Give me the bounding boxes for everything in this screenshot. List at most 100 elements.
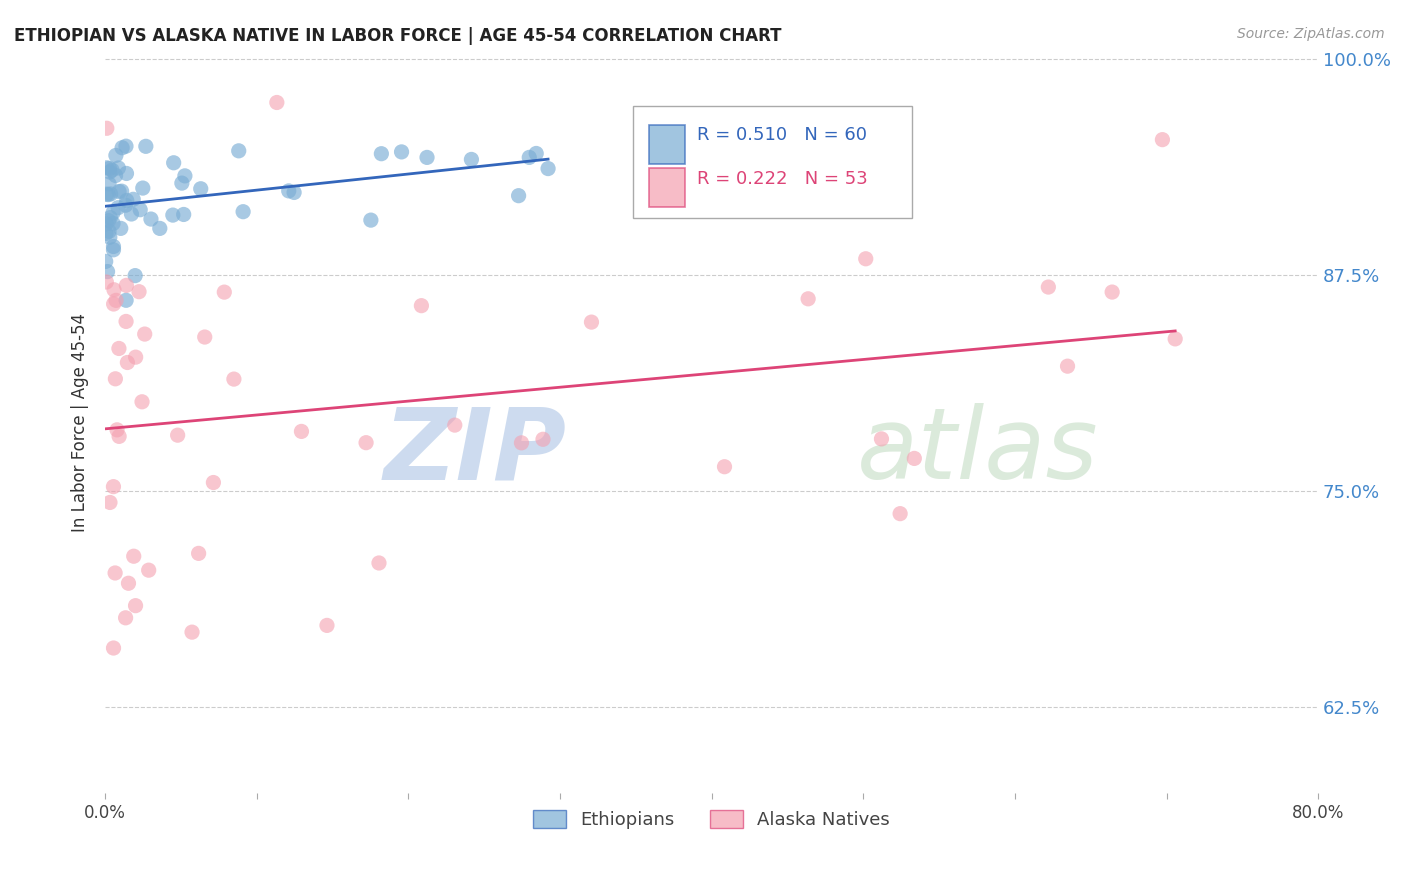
Point <box>187 546 209 560</box>
Point <box>713 459 735 474</box>
Point <box>97 213 120 227</box>
Point <box>135 139 157 153</box>
Point <box>870 432 893 446</box>
Point <box>101 216 124 230</box>
Point <box>94 254 117 268</box>
Point <box>124 268 146 283</box>
Point <box>115 278 138 293</box>
Point <box>115 194 138 208</box>
Point <box>855 252 877 266</box>
Point <box>214 285 236 299</box>
Point <box>181 625 204 640</box>
Point <box>107 201 129 215</box>
Point <box>416 150 439 164</box>
Point <box>222 372 245 386</box>
Point <box>96 264 118 278</box>
Point <box>149 221 172 235</box>
Point <box>228 144 250 158</box>
Point <box>517 150 540 164</box>
Point <box>132 181 155 195</box>
Point <box>290 425 312 439</box>
Point <box>111 141 134 155</box>
Point <box>124 350 146 364</box>
Point <box>194 330 217 344</box>
Point <box>391 145 413 159</box>
Point <box>104 169 127 183</box>
Point <box>96 161 118 175</box>
Point <box>368 556 391 570</box>
Point <box>166 428 188 442</box>
Point <box>460 153 482 167</box>
Point <box>1164 332 1187 346</box>
Point <box>98 495 121 509</box>
Point <box>122 192 145 206</box>
Point <box>96 275 118 289</box>
Point <box>1056 359 1078 374</box>
Text: R = 0.222   N = 53: R = 0.222 N = 53 <box>697 169 868 187</box>
Point <box>277 184 299 198</box>
Point <box>360 213 382 227</box>
Point <box>103 239 125 253</box>
Point <box>98 211 121 225</box>
Point <box>162 208 184 222</box>
Point <box>232 204 254 219</box>
Point <box>97 187 120 202</box>
Point <box>524 146 547 161</box>
Point <box>1038 280 1060 294</box>
Point <box>107 161 129 175</box>
Point <box>115 166 138 180</box>
Point <box>1101 285 1123 299</box>
Point <box>104 148 127 162</box>
Point <box>98 165 121 179</box>
Text: R = 0.510   N = 60: R = 0.510 N = 60 <box>697 127 868 145</box>
Point <box>128 285 150 299</box>
Point <box>96 217 118 231</box>
Point <box>163 155 186 169</box>
Point <box>138 563 160 577</box>
Point <box>131 394 153 409</box>
Point <box>94 227 117 241</box>
Point <box>508 188 530 202</box>
Point <box>104 372 127 386</box>
FancyBboxPatch shape <box>648 168 685 207</box>
Point <box>124 599 146 613</box>
Point <box>101 163 124 178</box>
Point <box>105 293 128 308</box>
Point <box>173 207 195 221</box>
Point <box>108 429 131 443</box>
Point <box>103 640 125 655</box>
Point <box>202 475 225 490</box>
Point <box>903 451 925 466</box>
Point <box>103 297 125 311</box>
Point <box>370 146 392 161</box>
Point <box>98 161 121 176</box>
Point <box>110 221 132 235</box>
Point <box>111 184 134 198</box>
Text: Source: ZipAtlas.com: Source: ZipAtlas.com <box>1237 27 1385 41</box>
FancyBboxPatch shape <box>633 106 912 218</box>
Point <box>889 507 911 521</box>
Point <box>129 202 152 217</box>
Point <box>283 186 305 200</box>
Point <box>531 432 554 446</box>
Point <box>411 299 433 313</box>
Point <box>120 207 142 221</box>
Point <box>443 418 465 433</box>
Point <box>117 576 139 591</box>
Point <box>101 205 124 219</box>
Point <box>96 187 118 202</box>
Y-axis label: In Labor Force | Age 45-54: In Labor Force | Age 45-54 <box>72 312 89 532</box>
Point <box>115 139 138 153</box>
Point <box>114 198 136 212</box>
Point <box>98 177 121 191</box>
Point <box>98 224 121 238</box>
Point <box>104 566 127 580</box>
Point <box>266 95 288 110</box>
Point <box>510 435 533 450</box>
Point <box>170 176 193 190</box>
Point <box>108 185 131 199</box>
Point <box>117 355 139 369</box>
Point <box>316 618 339 632</box>
Text: ETHIOPIAN VS ALASKA NATIVE IN LABOR FORCE | AGE 45-54 CORRELATION CHART: ETHIOPIAN VS ALASKA NATIVE IN LABOR FORC… <box>14 27 782 45</box>
Point <box>103 243 125 257</box>
